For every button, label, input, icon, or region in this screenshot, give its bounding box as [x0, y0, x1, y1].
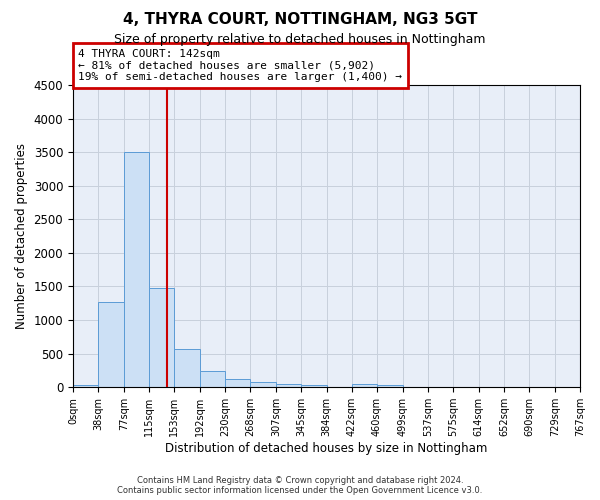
Bar — [174, 349, 200, 387]
Bar — [250, 382, 276, 387]
Bar — [73, 385, 98, 387]
Text: 4, THYRA COURT, NOTTINGHAM, NG3 5GT: 4, THYRA COURT, NOTTINGHAM, NG3 5GT — [123, 12, 477, 28]
Text: 4 THYRA COURT: 142sqm
← 81% of detached houses are smaller (5,902)
19% of semi-d: 4 THYRA COURT: 142sqm ← 81% of detached … — [79, 49, 403, 82]
Bar — [124, 152, 149, 387]
Text: Size of property relative to detached houses in Nottingham: Size of property relative to detached ho… — [114, 32, 486, 46]
Bar — [377, 385, 403, 387]
Bar — [225, 379, 250, 387]
Bar — [200, 371, 225, 387]
Bar — [149, 288, 174, 387]
Y-axis label: Number of detached properties: Number of detached properties — [15, 143, 28, 329]
Text: Contains HM Land Registry data © Crown copyright and database right 2024.
Contai: Contains HM Land Registry data © Crown c… — [118, 476, 482, 495]
Bar — [98, 302, 124, 387]
X-axis label: Distribution of detached houses by size in Nottingham: Distribution of detached houses by size … — [165, 442, 488, 455]
Bar — [276, 384, 301, 387]
Bar — [301, 384, 327, 387]
Bar — [352, 384, 377, 387]
